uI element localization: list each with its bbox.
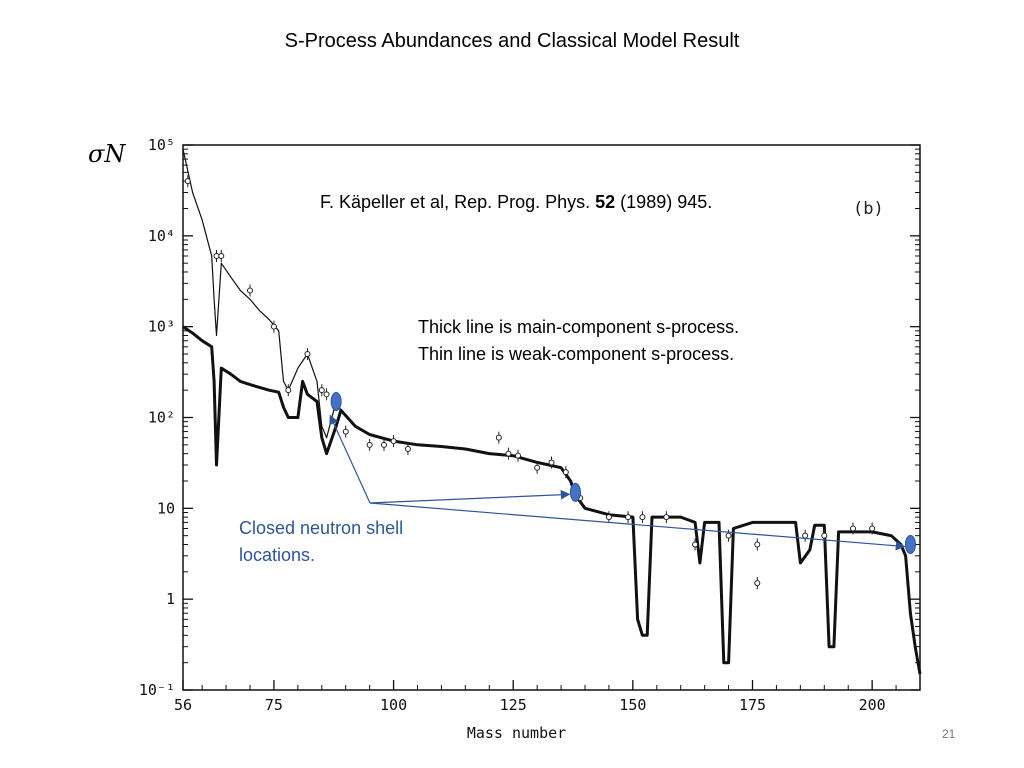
- data-point: [639, 514, 646, 521]
- data-point: [213, 252, 220, 259]
- y-tick-label: 10⁵: [148, 136, 175, 154]
- x-tick-label: 75: [265, 696, 283, 714]
- data-point: [495, 434, 502, 441]
- data-point: [548, 459, 555, 466]
- data-point: [802, 532, 809, 539]
- x-tick-label: 56: [174, 696, 192, 714]
- data-point: [247, 287, 253, 294]
- data-point: [821, 532, 828, 539]
- closed-shell-arrow: [329, 414, 371, 504]
- closed-shell-arrow: [369, 489, 571, 504]
- y-tick-label: 10: [157, 499, 175, 517]
- legend-note-thin: Thin line is weak-component s-process.: [418, 344, 735, 364]
- data-point: [725, 532, 732, 539]
- y-tick-label: 10³: [148, 318, 175, 336]
- data-point: [342, 428, 349, 435]
- data-point: [381, 441, 387, 448]
- data-point: [304, 351, 311, 358]
- data-point: [366, 441, 373, 448]
- y-tick-label: 10⁴: [148, 227, 175, 245]
- closed-shell-marker: [904, 534, 916, 554]
- y-axis-label: σN: [88, 140, 126, 168]
- page-number: 21: [942, 727, 956, 741]
- x-axis-label: Mass number: [467, 724, 566, 742]
- closed-shell-arrow: [369, 502, 906, 551]
- line-legend-note: Thick line is main-component s-process. …: [418, 314, 739, 368]
- citation-prefix: F. Käpeller et al, Rep. Prog. Phys.: [320, 192, 596, 212]
- data-point: [404, 445, 411, 452]
- citation-volume: 52: [595, 192, 616, 212]
- data-point: [515, 452, 521, 459]
- data-point: [218, 252, 225, 259]
- data-point: [562, 469, 569, 476]
- citation: F. Käpeller et al, Rep. Prog. Phys. 52 (…: [320, 192, 712, 213]
- data-point: [534, 464, 541, 471]
- data-point: [850, 525, 856, 532]
- citation-suffix: (1989) 945.: [615, 192, 713, 212]
- data-point: [754, 580, 761, 587]
- data-point: [390, 438, 397, 445]
- data-point: [323, 391, 330, 398]
- closed-shell-marker: [330, 392, 342, 412]
- data-point: [184, 178, 191, 185]
- x-tick-label: 100: [380, 696, 407, 714]
- data-point: [505, 450, 512, 457]
- data-point: [754, 541, 761, 548]
- x-tick-label: 125: [500, 696, 527, 714]
- x-tick-label: 200: [859, 696, 886, 714]
- x-tick-label: 150: [619, 696, 646, 714]
- data-point: [605, 514, 612, 521]
- data-point: [625, 514, 632, 521]
- data-point: [663, 514, 670, 521]
- closed-shell-label-line2: locations.: [239, 545, 316, 565]
- y-tick-label: 10⁻¹: [139, 681, 175, 699]
- y-tick-label: 10²: [148, 409, 175, 427]
- data-point: [270, 323, 277, 330]
- x-tick-label: 175: [739, 696, 766, 714]
- data-point: [318, 387, 325, 394]
- y-tick-label: 1: [166, 590, 175, 608]
- slide-title: S-Process Abundances and Classical Model…: [284, 30, 740, 52]
- data-point: [692, 541, 699, 548]
- closed-shell-label: Closed neutron shell locations.: [239, 515, 403, 569]
- data-point: [285, 387, 292, 394]
- panel-label: (b): [853, 199, 884, 219]
- closed-shell-label-line1: Closed neutron shell: [239, 518, 404, 538]
- legend-note-thick: Thick line is main-component s-process.: [418, 317, 740, 337]
- data-point: [869, 525, 876, 532]
- closed-shell-marker: [569, 482, 581, 502]
